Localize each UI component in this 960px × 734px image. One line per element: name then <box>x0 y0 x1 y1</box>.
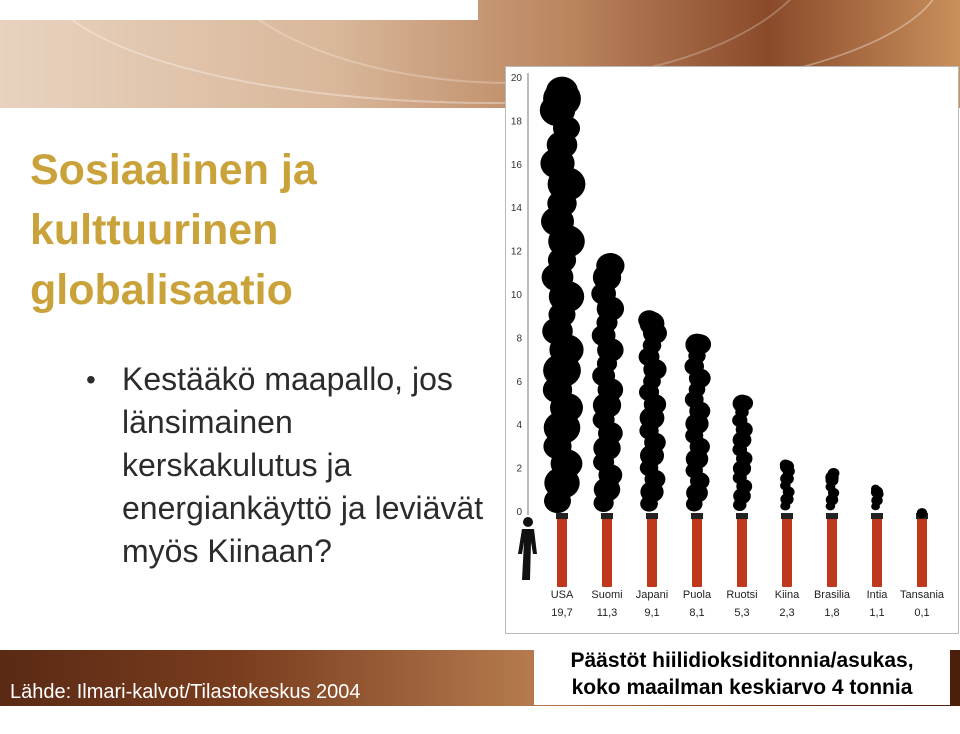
category-label: USA <box>551 589 574 601</box>
y-tick-label: 2 <box>516 464 522 475</box>
bar <box>737 517 747 587</box>
bar-cap <box>691 513 703 519</box>
y-tick-label: 14 <box>511 203 523 214</box>
bar-cap <box>556 513 568 519</box>
category-label: Ruotsi <box>726 589 757 601</box>
emission-blob-top <box>870 486 884 498</box>
header-background <box>0 0 960 108</box>
bar-cap <box>736 513 748 519</box>
emission-blob-top <box>825 470 839 484</box>
value-label: 19,7 <box>551 607 572 619</box>
category-label: Intia <box>867 589 889 601</box>
chart-caption: Päästöt hiilidioksiditonnia/asukas, koko… <box>534 647 950 705</box>
person-silhouette-icon <box>523 517 533 527</box>
emission-blob-top <box>639 311 665 336</box>
value-label: 11,3 <box>597 607 618 619</box>
bar <box>782 517 792 587</box>
footer-white-strip <box>0 706 960 734</box>
emission-blob-top <box>543 80 581 117</box>
y-tick-label: 0 <box>516 507 522 518</box>
emissions-chart: 0 2 4 6 8 10 12 14 16 18 20 USA 19,7 Suomi 11,3 Japani 9… <box>505 66 959 634</box>
bar <box>827 517 837 587</box>
category-label: Tansania <box>900 589 945 601</box>
bar <box>557 517 567 587</box>
bar-cap <box>826 513 838 519</box>
emission-blob-top <box>685 333 709 356</box>
bar <box>917 517 927 587</box>
bar-cap <box>601 513 613 519</box>
value-label: 2,3 <box>779 607 794 619</box>
emission-blob-top <box>916 508 928 519</box>
category-label: Suomi <box>591 589 622 601</box>
y-tick-label: 16 <box>511 160 523 171</box>
value-label: 1,1 <box>869 607 884 619</box>
value-label: 9,1 <box>644 607 659 619</box>
y-tick-label: 10 <box>511 290 523 301</box>
bullet-text: Kestääkö maapallo, jos länsimainen kersk… <box>122 361 484 569</box>
category-label: Puola <box>683 589 712 601</box>
value-label: 1,8 <box>824 607 839 619</box>
source-text: Lähde: Ilmari-kalvot/Tilastokeskus 2004 <box>10 681 361 703</box>
emission-blob-top <box>592 263 622 291</box>
value-label: 0,1 <box>914 607 929 619</box>
bar <box>692 517 702 587</box>
y-tick-label: 4 <box>516 420 522 431</box>
emission-blob-top <box>779 460 795 474</box>
chart-svg: 0 2 4 6 8 10 12 14 16 18 20 USA 19,7 Suomi 11,3 Japani 9… <box>511 73 945 619</box>
y-tick-label: 8 <box>516 333 522 344</box>
person-body-icon <box>518 529 537 580</box>
value-label: 5,3 <box>734 607 749 619</box>
category-label: Brasilia <box>814 589 851 601</box>
value-label: 8,1 <box>689 607 704 619</box>
bar <box>872 517 882 587</box>
caption-line-1: Päästöt hiilidioksiditonnia/asukas, <box>570 649 914 672</box>
bar-cap <box>871 513 883 519</box>
caption-line-2: koko maailman keskiarvo 4 tonnia <box>571 676 913 699</box>
bullet-dot-icon: • <box>86 364 96 395</box>
bar <box>647 517 657 587</box>
slide-title: Sosiaalinen ja kulttuurinen globalisaati… <box>30 146 317 314</box>
category-label: Kiina <box>775 589 800 601</box>
bar-cap <box>781 513 793 519</box>
y-tick-label: 12 <box>511 247 523 258</box>
y-tick-label: 6 <box>516 377 522 388</box>
bar-cap <box>646 513 658 519</box>
bar <box>602 517 612 587</box>
y-tick-label: 20 <box>511 73 523 84</box>
y-tick-label: 18 <box>511 116 523 127</box>
category-label: Japani <box>636 589 668 601</box>
bullet-item: • Kestääkö maapallo, jos länsimainen ker… <box>86 358 486 573</box>
emission-blob-top <box>732 394 752 413</box>
